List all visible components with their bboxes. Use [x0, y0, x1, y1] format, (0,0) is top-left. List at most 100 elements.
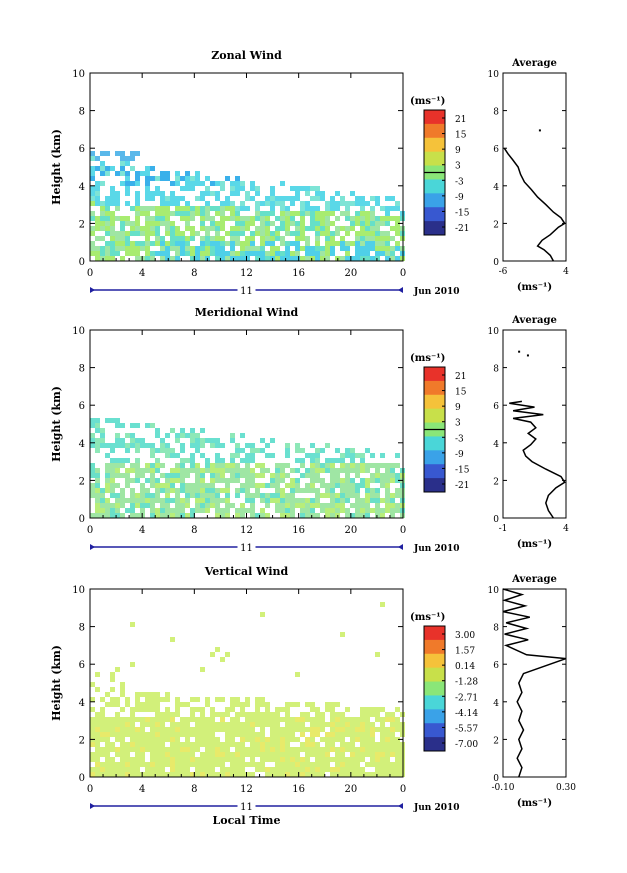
- heatmap-cell: [175, 468, 180, 473]
- heatmap-cell: [135, 443, 140, 448]
- heatmap-cell: [275, 757, 280, 762]
- heatmap-cell: [245, 468, 250, 473]
- heatmap-cell: [165, 478, 170, 483]
- heatmap-cell: [140, 171, 145, 176]
- heatmap-cell: [380, 231, 385, 236]
- heatmap-cell: [380, 251, 385, 256]
- heatmap-cell: [145, 717, 150, 722]
- heatmap-cell: [235, 762, 240, 767]
- heatmap-cell: [245, 493, 250, 498]
- heatmap-cell: [250, 196, 255, 201]
- heatmap-cell: [245, 191, 250, 196]
- heatmap-cell: [270, 251, 275, 256]
- heatmap-cell: [190, 186, 195, 191]
- heatmap-cell: [225, 251, 230, 256]
- heatmap-cell: [135, 747, 140, 752]
- heatmap-cell: [290, 717, 295, 722]
- heatmap-cell: [180, 717, 185, 722]
- heatmap-cell: [360, 453, 365, 458]
- heatmap-cell: [195, 433, 200, 438]
- heatmap-cell: [275, 772, 280, 777]
- heatmap-cell: [335, 722, 340, 727]
- heatmap-cell: [360, 478, 365, 483]
- heatmap-cell: [120, 493, 125, 498]
- heatmap-cell: [340, 201, 345, 206]
- heatmap-cell: [350, 762, 355, 767]
- heatmap-cell: [390, 717, 395, 722]
- heatmap-cell: [305, 727, 310, 732]
- y-tick-label: 4: [79, 182, 85, 193]
- colorbar-swatch: [424, 681, 445, 696]
- heatmap-cell: [170, 256, 175, 261]
- heatmap-cell: [300, 498, 305, 503]
- heatmap-cell: [105, 757, 110, 762]
- heatmap-cell: [100, 697, 105, 702]
- heatmap-cell: [220, 657, 225, 662]
- heatmap-cell: [390, 508, 395, 513]
- heatmap-cell: [115, 246, 120, 251]
- heatmap-cell: [340, 211, 345, 216]
- heatmap-cell: [120, 216, 125, 221]
- heatmap-cell: [90, 241, 95, 246]
- heatmap-cell: [110, 221, 115, 226]
- heatmap-cell: [365, 752, 370, 757]
- heatmap-cell: [315, 448, 320, 453]
- heatmap-cell: [230, 226, 235, 231]
- heatmap-cell: [330, 702, 335, 707]
- colorbar-swatch: [424, 667, 445, 683]
- x-tick-label: 0: [87, 525, 93, 536]
- heatmap-cell: [340, 493, 345, 498]
- colorbar-swatch: [424, 110, 445, 125]
- heatmap-cell: [270, 742, 275, 747]
- heatmap-cell: [220, 747, 225, 752]
- heatmap-cell: [195, 181, 200, 186]
- heatmap-cell: [160, 757, 165, 762]
- heatmap-cell: [345, 727, 350, 732]
- heatmap-cell: [180, 473, 185, 478]
- heatmap-cell: [330, 211, 335, 216]
- heatmap-cell: [195, 772, 200, 777]
- heatmap-cell: [215, 498, 220, 503]
- heatmap-cell: [370, 722, 375, 727]
- heatmap-cell: [225, 747, 230, 752]
- heatmap-cell: [115, 216, 120, 221]
- heatmap-cell: [355, 231, 360, 236]
- heatmap-cell: [325, 216, 330, 221]
- heatmap-cell: [105, 151, 110, 156]
- colorbar-tick-label: -7.00: [455, 740, 478, 750]
- heatmap-cell: [390, 737, 395, 742]
- heatmap-cell: [165, 493, 170, 498]
- heatmap-cell: [125, 757, 130, 762]
- heatmap-cell: [205, 498, 210, 503]
- heatmap-cell: [145, 191, 150, 196]
- heatmap-cell: [145, 772, 150, 777]
- heatmap-cell: [170, 717, 175, 722]
- heatmap-cell: [210, 251, 215, 256]
- heatmap-cell: [150, 176, 155, 181]
- heatmap-cell: [195, 206, 200, 211]
- heatmap-cell: [315, 722, 320, 727]
- heatmap-cell: [385, 231, 390, 236]
- heatmap-cell: [175, 196, 180, 201]
- heatmap-cell: [290, 483, 295, 488]
- heatmap-cell: [390, 712, 395, 717]
- y-tick-label: 0: [79, 514, 85, 525]
- heatmap-cell: [150, 221, 155, 226]
- average-x-tick-label: -0.10: [491, 783, 514, 793]
- heatmap-cell: [240, 732, 245, 737]
- heatmap-cell: [200, 732, 205, 737]
- heatmap-cell: [390, 216, 395, 221]
- heatmap-cell: [240, 448, 245, 453]
- heatmap-cell: [130, 438, 135, 443]
- heatmap-cell: [150, 702, 155, 707]
- heatmap-cell: [170, 478, 175, 483]
- heatmap-cell: [240, 181, 245, 186]
- heatmap-cell: [120, 221, 125, 226]
- heatmap-cell: [255, 712, 260, 717]
- heatmap-cell: [300, 226, 305, 231]
- heatmap-cell: [285, 732, 290, 737]
- heatmap-cell: [215, 196, 220, 201]
- heatmap-cell: [390, 762, 395, 767]
- heatmap-cell: [275, 236, 280, 241]
- heatmap-cell: [350, 458, 355, 463]
